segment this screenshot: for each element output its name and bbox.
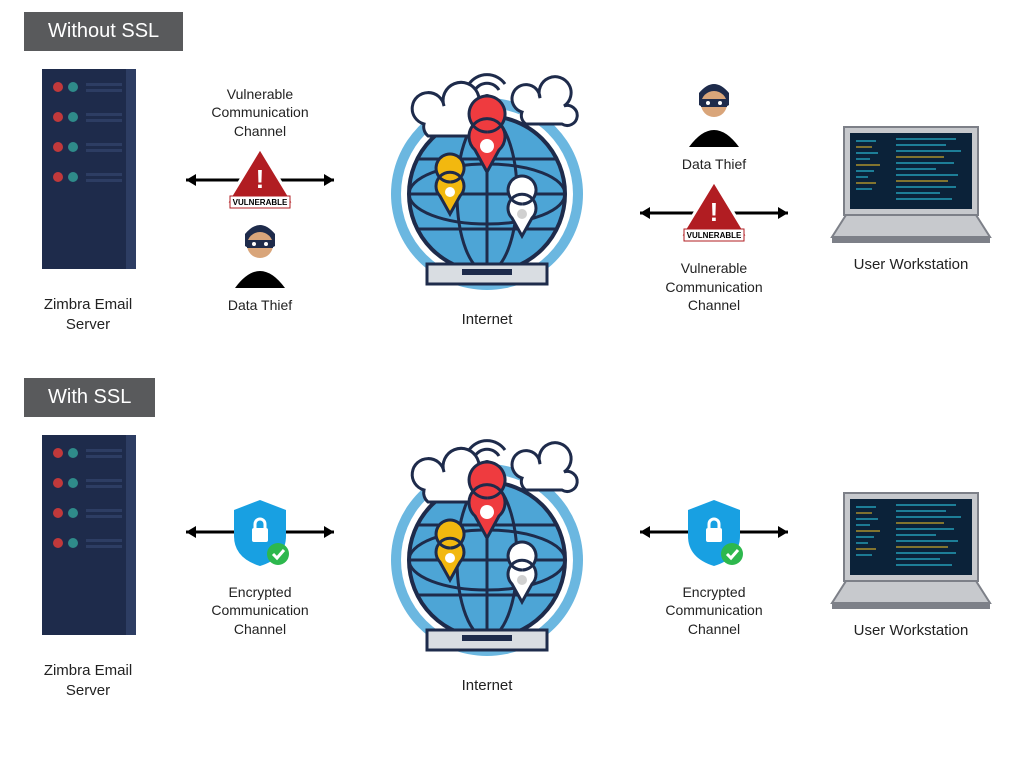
row-without-ssl: Zimbra EmailServer VulnerableCommunicati… <box>0 59 1024 366</box>
row-with-ssl: Zimbra EmailServer EncryptedCommunicatio… <box>0 425 1024 732</box>
server-col-2: Zimbra EmailServer <box>28 425 148 700</box>
encrypted-label-right: EncryptedCommunicationChannel <box>665 583 762 638</box>
server-label: Zimbra EmailServer <box>44 295 132 334</box>
internet-icon <box>372 64 602 304</box>
workstation-col: User Workstation <box>826 119 996 275</box>
warning-icon: ! VULNERABLE <box>180 140 340 220</box>
workstation-label: User Workstation <box>854 255 969 275</box>
shield-channel-icon <box>180 487 340 577</box>
right-encrypted: EncryptedCommunicationChannel <box>634 487 794 638</box>
title-without-ssl: Without SSL <box>24 12 183 51</box>
svg-text:!: ! <box>710 197 719 227</box>
server-col: Zimbra EmailServer <box>28 59 148 334</box>
svg-text:VULNERABLE: VULNERABLE <box>233 198 288 207</box>
workstation-label-2: User Workstation <box>854 621 969 641</box>
thief-label-right: Data Thief <box>682 155 746 173</box>
thief-icon <box>225 220 295 290</box>
server-icon <box>28 59 148 289</box>
svg-text:VULNERABLE: VULNERABLE <box>687 231 742 240</box>
server-label-2: Zimbra EmailServer <box>44 661 132 700</box>
server-icon <box>28 425 148 655</box>
internet-icon <box>372 430 602 670</box>
internet-label-2: Internet <box>462 676 513 696</box>
internet-col: Internet <box>372 64 602 330</box>
internet-label: Internet <box>462 310 513 330</box>
workstation-col-2: User Workstation <box>826 485 996 641</box>
left-channel: VulnerableCommunicationChannel ! VULNERA… <box>180 79 340 314</box>
right-channel: Data Thief ! VULNERABLE VulnerableCommun… <box>634 79 794 314</box>
internet-col-2: Internet <box>372 430 602 696</box>
vuln-label-left: VulnerableCommunicationChannel <box>211 85 308 140</box>
shield-channel-icon <box>634 487 794 577</box>
left-encrypted: EncryptedCommunicationChannel <box>180 487 340 638</box>
thief-icon <box>679 79 749 149</box>
title-with-ssl: With SSL <box>24 378 155 417</box>
workstation-icon <box>826 119 996 249</box>
vuln-label-right: VulnerableCommunicationChannel <box>665 259 762 314</box>
thief-label-left: Data Thief <box>228 296 292 314</box>
warning-icon: ! VULNERABLE <box>634 173 794 253</box>
workstation-icon <box>826 485 996 615</box>
svg-text:!: ! <box>256 164 265 194</box>
encrypted-label-left: EncryptedCommunicationChannel <box>211 583 308 638</box>
